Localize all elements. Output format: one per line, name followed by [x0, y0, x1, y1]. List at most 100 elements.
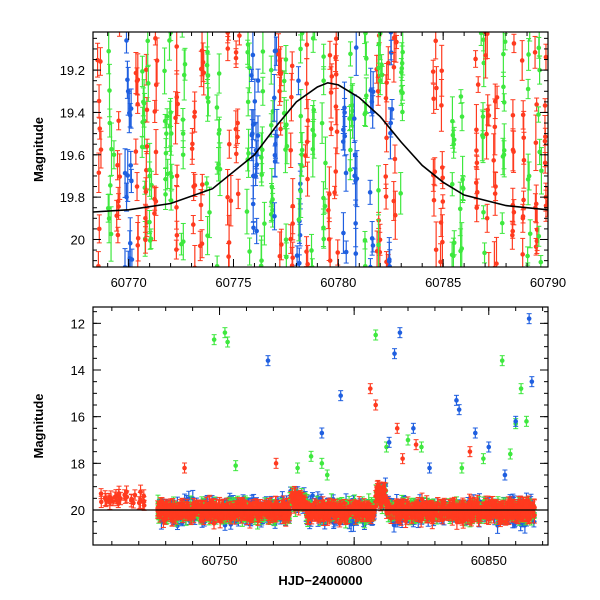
series-point-red: [199, 229, 205, 259]
data-point: [375, 88, 381, 94]
data-point: [340, 139, 346, 144]
streak-point: [473, 50, 479, 68]
streak-point: [144, 138, 150, 155]
data-point: [235, 120, 240, 126]
data-point: [255, 78, 261, 83]
data-point: [511, 209, 517, 215]
streak-point: [321, 229, 327, 249]
streak-point: [199, 32, 205, 77]
data-point: [122, 170, 128, 176]
data-point: [353, 178, 358, 184]
data-point: [433, 247, 439, 253]
data-point: [284, 254, 289, 260]
data-point: [272, 159, 278, 164]
data-point: [510, 112, 516, 118]
streak-point: [521, 190, 527, 210]
streak-point: [510, 187, 516, 223]
series-point-red: [226, 129, 232, 159]
series-point-blue: [124, 182, 130, 212]
data-point: [106, 48, 111, 54]
data-point: [237, 33, 242, 38]
streak-point: [235, 178, 241, 210]
streak-point: [128, 168, 134, 194]
data-point: [348, 51, 353, 57]
streak-point: [533, 184, 539, 224]
streak-point: [290, 241, 296, 267]
streak-point: [233, 40, 239, 65]
data-point: [97, 126, 103, 131]
data-point: [153, 82, 159, 88]
streak-point: [375, 165, 381, 216]
data-point: [399, 66, 405, 71]
top-panel: 60770 60775 60780 60785 60790 19.2 19.4 19.6 19.…: [31, 26, 566, 290]
streak-point: [254, 217, 260, 245]
data-point: [133, 149, 139, 154]
data-point: [174, 173, 180, 179]
series-point-red: [384, 123, 390, 153]
data-point: [278, 126, 283, 132]
streak-point: [433, 221, 439, 267]
data-point: [297, 268, 302, 273]
streak-point: [298, 164, 304, 218]
data-point: [135, 101, 140, 107]
data-point: [153, 149, 159, 155]
data-point: [298, 113, 304, 119]
streak-point: [288, 224, 294, 254]
series-point-green: [377, 66, 383, 96]
streak-point: [115, 226, 121, 244]
series-point-red: [375, 76, 381, 106]
series-point-green: [205, 87, 211, 117]
series-point-blue: [352, 140, 358, 170]
data-point: [289, 94, 294, 100]
streak-point: [106, 32, 112, 75]
data-point: [214, 264, 220, 267]
data-point: [117, 26, 122, 31]
streak-point: [305, 99, 311, 142]
streak-point: [347, 41, 353, 67]
streak-point: [343, 154, 349, 192]
data-point: [398, 88, 404, 94]
data-point: [250, 131, 255, 136]
data-point: [298, 46, 303, 52]
data-point: [398, 191, 403, 196]
streak-point: [322, 136, 328, 190]
data-point: [107, 120, 113, 126]
data-point: [536, 112, 541, 117]
streak-point: [399, 102, 405, 122]
data-point: [216, 71, 222, 76]
data-point: [305, 176, 310, 182]
y-tick-label: 19.2: [60, 63, 85, 78]
y-axis-title: Magnitude: [31, 117, 46, 182]
data-point: [205, 233, 210, 238]
streak-point: [278, 122, 284, 136]
data-point: [153, 199, 159, 204]
streak-point: [116, 111, 122, 131]
series-point-blue: [388, 108, 394, 138]
bottom-panel: 60750 60800 608501214161820MagnitudeHJD−24…: [31, 306, 549, 588]
streak-point: [189, 127, 195, 160]
data-point: [510, 232, 515, 238]
series-point-green: [398, 76, 404, 106]
data-point: [168, 110, 173, 115]
data-point: [180, 152, 186, 158]
data-point: [180, 26, 185, 31]
data-point: [520, 216, 526, 221]
x-tick-label: 60780: [320, 275, 356, 290]
streak-point: [481, 38, 487, 88]
streak-point: [269, 168, 275, 206]
series-point-green: [111, 140, 117, 170]
streak-point: [367, 179, 373, 205]
streak-point: [97, 117, 103, 140]
series-point-green: [268, 55, 274, 85]
data-point: [233, 50, 239, 55]
streak-point: [192, 91, 198, 133]
data-point: [174, 44, 179, 49]
streak-point: [527, 32, 533, 42]
streak-point: [246, 128, 252, 178]
data-point: [321, 54, 326, 59]
data-point: [199, 48, 205, 53]
streak-point: [311, 100, 317, 120]
data-point: [214, 165, 220, 171]
streak-point: [335, 239, 341, 266]
data-point: [388, 120, 394, 126]
